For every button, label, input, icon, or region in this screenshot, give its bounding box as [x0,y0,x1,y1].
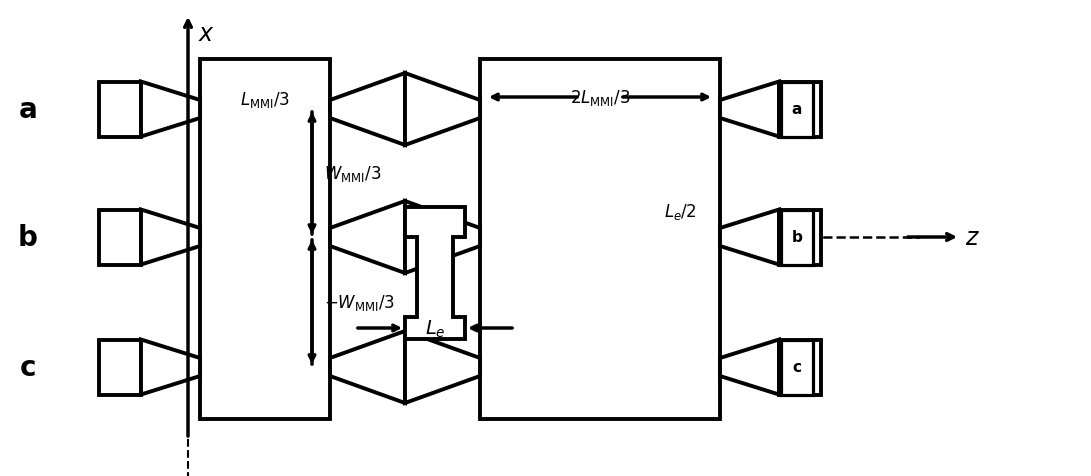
Bar [779,82,822,137]
Polygon shape [720,82,779,137]
Bar [200,60,329,419]
Polygon shape [405,331,480,403]
Polygon shape [329,201,405,273]
Polygon shape [141,340,200,395]
Bar [779,210,822,265]
Polygon shape [405,201,480,273]
Text: c: c [792,360,802,375]
Text: $L_e$: $L_e$ [424,317,445,339]
Bar [480,60,720,419]
Polygon shape [141,82,200,137]
Text: b: b [792,230,803,245]
Text: a: a [19,96,37,124]
Text: $z$: $z$ [966,226,980,249]
Polygon shape [141,210,200,265]
Bar [781,210,813,265]
Text: b: b [19,224,38,251]
Text: $x$: $x$ [197,22,215,46]
Polygon shape [405,208,465,339]
Bar [99,340,141,395]
Text: $W_{\mathrm{MMI}}/3$: $W_{\mathrm{MMI}}/3$ [324,164,381,184]
Bar [781,82,813,137]
Text: $L_{\mathrm{MMI}}/3$: $L_{\mathrm{MMI}}/3$ [240,90,290,110]
Text: $2L_{\mathrm{MMI}}/3$: $2L_{\mathrm{MMI}}/3$ [570,88,631,108]
Text: $L_e/2$: $L_e/2$ [663,201,696,221]
Polygon shape [329,74,405,146]
Polygon shape [720,340,779,395]
Bar [99,210,141,265]
Text: $-W_{\mathrm{MMI}}/3$: $-W_{\mathrm{MMI}}/3$ [324,292,395,312]
Text: c: c [20,353,36,381]
Bar [779,340,822,395]
Text: a: a [792,102,802,117]
Bar [781,340,813,395]
Polygon shape [329,331,405,403]
Bar [99,82,141,137]
Polygon shape [720,210,779,265]
Polygon shape [405,74,480,146]
